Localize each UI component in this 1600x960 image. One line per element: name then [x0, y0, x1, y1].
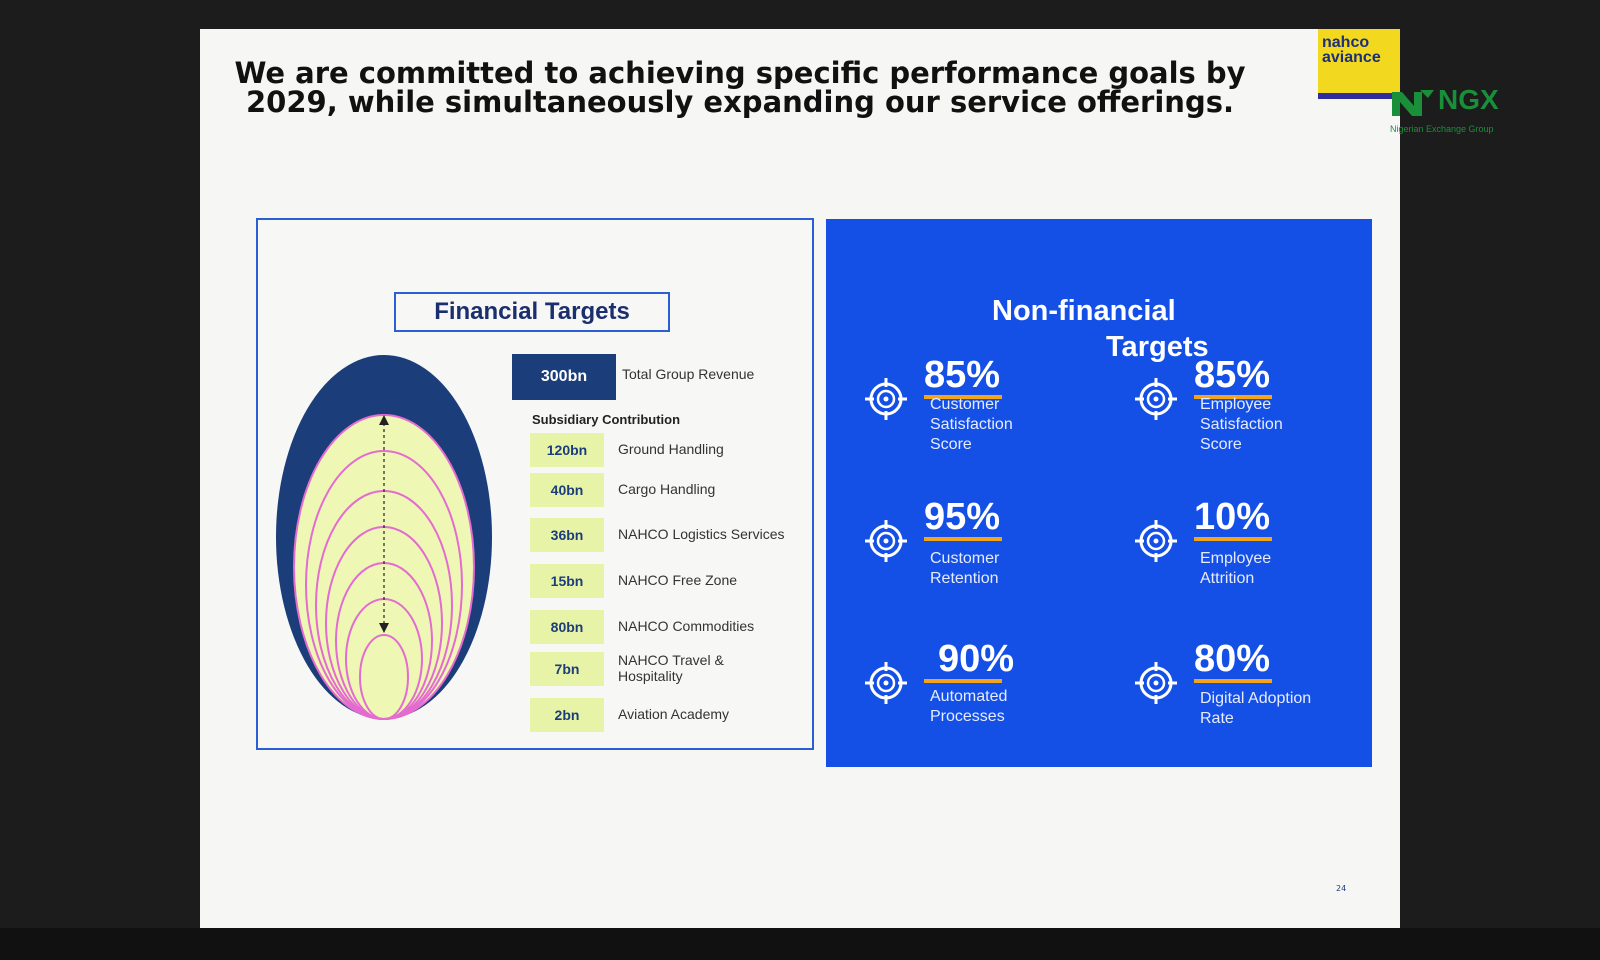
- nahco-logo-line2: aviance: [1322, 49, 1381, 66]
- target-icon: [1135, 662, 1177, 704]
- financial-targets-panel: Financial Targets 300bn Total Group Reve…: [256, 218, 814, 750]
- kpi-underline: [1194, 679, 1272, 683]
- kpi-label: Automated Processes: [930, 688, 1008, 725]
- kpi-value: 85%: [1194, 354, 1271, 396]
- ngx-logo-text: NGX: [1438, 84, 1499, 115]
- subsidiary-value: 15bn: [530, 564, 604, 598]
- presentation-slide: We are committed to achieving specific p…: [200, 29, 1400, 929]
- total-revenue-value: 300bn: [512, 354, 616, 400]
- target-icon: [865, 662, 907, 704]
- non-financial-targets-panel: Non-financial Targets 85% Customer Satis…: [826, 219, 1372, 767]
- subsidiary-contribution-heading: Subsidiary Contribution: [532, 412, 681, 427]
- kpi-value: 85%: [924, 354, 1001, 396]
- subsidiary-value: 2bn: [530, 698, 604, 732]
- kpi-card: 10% Employee Attrition: [1096, 497, 1346, 617]
- subsidiary-value: 80bn: [530, 610, 604, 644]
- kpi-underline: [1194, 537, 1272, 541]
- kpi-value: 90%: [938, 638, 1015, 680]
- subsidiary-label: NAHCO Commodities: [618, 618, 755, 634]
- target-icon: [865, 520, 907, 562]
- non-financial-heading-line2: Targets: [1106, 331, 1209, 363]
- financial-targets-heading: Financial Targets: [394, 292, 670, 332]
- ngx-logo-subtitle: Nigerian Exchange Group: [1390, 124, 1494, 134]
- target-icon: [865, 378, 907, 420]
- target-icon: [1135, 520, 1177, 562]
- kpi-label: Customer Satisfaction Score: [930, 396, 1013, 453]
- subsidiary-label: NAHCO Logistics Services: [618, 526, 785, 542]
- subsidiary-value: 120bn: [530, 433, 604, 467]
- kpi-underline: [924, 395, 1002, 399]
- nahco-logo-bar: [1318, 93, 1400, 99]
- slide-title: We are committed to achieving specific p…: [234, 56, 1246, 119]
- target-icon: [1135, 378, 1177, 420]
- subsidiary-value: 36bn: [530, 518, 604, 552]
- kpi-underline: [924, 679, 1002, 683]
- kpi-card: 95% Customer Retention: [826, 497, 1076, 617]
- subsidiary-label: Ground Handling: [618, 441, 724, 457]
- nahco-aviance-logo: nahco aviance: [1318, 29, 1400, 99]
- subsidiary-label: NAHCO Travel & Hospitality: [618, 652, 724, 684]
- viewer-bottom-bar: [0, 928, 1600, 960]
- kpi-card: 90% Automated Processes: [826, 639, 1076, 759]
- revenue-ellipse-diagram: [276, 355, 492, 720]
- kpi-label: Employee Attrition: [1200, 550, 1272, 587]
- nahco-logo-line1: nahco: [1322, 34, 1370, 51]
- kpi-card: 85% Employee Satisfaction Score: [1096, 355, 1346, 475]
- kpi-value: 95%: [924, 496, 1001, 538]
- subsidiary-label: Cargo Handling: [618, 481, 716, 497]
- page-number: 24: [1336, 884, 1347, 893]
- arrow-head-down: [379, 623, 389, 633]
- inner-ellipse-7: [359, 634, 409, 720]
- kpi-underline: [1194, 395, 1272, 399]
- subsidiary-label: Aviation Academy: [618, 706, 730, 722]
- non-financial-heading-line1: Non-financial: [992, 295, 1176, 327]
- kpi-underline: [924, 537, 1002, 541]
- arrow-head-up: [379, 415, 389, 425]
- kpi-label: Digital Adoption Rate: [1200, 690, 1312, 727]
- kpi-label: Customer Retention: [930, 550, 1000, 587]
- kpi-card: 85% Customer Satisfaction Score: [826, 355, 1076, 475]
- total-revenue-label: Total Group Revenue: [622, 366, 755, 382]
- kpi-label: Employee Satisfaction Score: [1200, 396, 1283, 453]
- subsidiary-value: 40bn: [530, 473, 604, 507]
- subsidiary-value: 7bn: [530, 652, 604, 686]
- subsidiary-label: NAHCO Free Zone: [618, 572, 738, 588]
- kpi-card: 80% Digital Adoption Rate: [1096, 639, 1346, 759]
- kpi-value: 10%: [1194, 496, 1271, 538]
- kpi-value: 80%: [1194, 638, 1271, 680]
- ngx-logo-mark-icon: [1392, 90, 1434, 116]
